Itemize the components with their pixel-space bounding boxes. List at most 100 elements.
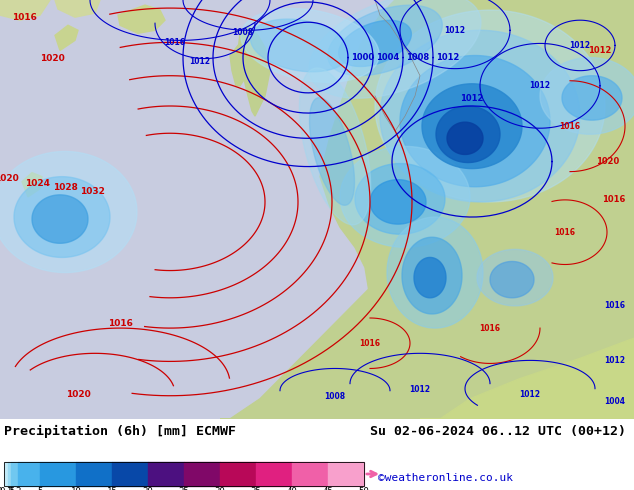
Bar	[112, 462, 148, 486]
Polygon shape	[387, 217, 483, 328]
Bar	[4, 462, 8, 486]
Bar	[76, 462, 112, 486]
Polygon shape	[320, 0, 634, 419]
Polygon shape	[220, 268, 460, 419]
Bar	[40, 462, 76, 486]
Bar	[8, 462, 11, 486]
Polygon shape	[0, 0, 50, 20]
Polygon shape	[118, 5, 165, 33]
Bar	[11, 462, 18, 486]
Text: 1016: 1016	[604, 0, 625, 2]
Text: 15: 15	[107, 487, 117, 490]
Polygon shape	[55, 25, 78, 50]
Text: Precipitation (6h) [mm] ECMWF: Precipitation (6h) [mm] ECMWF	[4, 425, 236, 438]
Polygon shape	[22, 172, 42, 197]
Polygon shape	[230, 46, 252, 86]
Text: 1016: 1016	[12, 13, 37, 22]
Polygon shape	[370, 180, 426, 224]
Polygon shape	[490, 262, 534, 298]
Text: 1020: 1020	[0, 174, 18, 183]
Text: 1012: 1012	[519, 390, 541, 399]
Text: 0.1: 0.1	[0, 487, 13, 490]
Text: 1004: 1004	[604, 397, 625, 406]
Text: 1000: 1000	[351, 53, 374, 62]
Bar	[292, 462, 328, 486]
Polygon shape	[422, 84, 522, 169]
Polygon shape	[238, 25, 270, 116]
Text: 50: 50	[359, 487, 370, 490]
Polygon shape	[0, 151, 137, 272]
Text: 1: 1	[8, 487, 14, 490]
Text: 1020: 1020	[40, 53, 65, 63]
Text: 1016: 1016	[533, 0, 557, 2]
Polygon shape	[14, 177, 110, 257]
Polygon shape	[328, 5, 443, 75]
Polygon shape	[375, 10, 605, 202]
Text: 1012: 1012	[460, 94, 484, 103]
Text: 1016: 1016	[559, 122, 581, 131]
Text: 1024: 1024	[25, 179, 49, 188]
Bar	[4, 462, 364, 486]
Bar	[220, 462, 256, 486]
Text: 1016: 1016	[108, 319, 133, 328]
Polygon shape	[340, 147, 470, 247]
Polygon shape	[309, 0, 481, 98]
Text: 1012: 1012	[588, 46, 612, 55]
Polygon shape	[380, 30, 580, 202]
Polygon shape	[299, 68, 371, 225]
Text: 1008: 1008	[325, 392, 346, 401]
Text: 1020: 1020	[597, 157, 619, 166]
Bar	[256, 462, 292, 486]
Polygon shape	[414, 257, 446, 298]
Text: 5: 5	[37, 487, 42, 490]
Text: 1012: 1012	[569, 41, 590, 50]
Polygon shape	[400, 55, 550, 187]
Text: Su 02-06-2024 06..12 UTC (00+12): Su 02-06-2024 06..12 UTC (00+12)	[370, 425, 626, 438]
Text: ©weatheronline.co.uk: ©weatheronline.co.uk	[378, 473, 513, 483]
Polygon shape	[540, 57, 634, 134]
Text: 1032: 1032	[80, 187, 105, 196]
Text: 1016: 1016	[600, 0, 625, 2]
Text: 40: 40	[287, 487, 297, 490]
Text: 30: 30	[215, 487, 225, 490]
Text: 1008: 1008	[233, 28, 254, 37]
Text: 1016: 1016	[604, 301, 625, 310]
Text: 1012: 1012	[410, 385, 430, 393]
Text: 1028: 1028	[53, 183, 77, 192]
Bar	[184, 462, 220, 486]
Polygon shape	[562, 76, 622, 120]
Polygon shape	[32, 195, 88, 244]
Polygon shape	[447, 122, 483, 154]
Text: 1016: 1016	[387, 0, 413, 2]
Text: 20: 20	[143, 487, 153, 490]
Text: 1016: 1016	[602, 195, 625, 204]
Text: 1004: 1004	[376, 53, 399, 62]
Text: 45: 45	[323, 487, 333, 490]
Polygon shape	[477, 249, 553, 306]
Text: 1016: 1016	[555, 228, 576, 237]
Text: 10: 10	[70, 487, 81, 490]
Text: 25: 25	[179, 487, 190, 490]
Bar	[328, 462, 364, 486]
Text: 1016: 1016	[479, 323, 500, 333]
Text: 1016: 1016	[164, 38, 186, 48]
Text: 1012: 1012	[436, 53, 460, 62]
Polygon shape	[309, 98, 354, 205]
Polygon shape	[436, 106, 500, 163]
Text: 35: 35	[250, 487, 261, 490]
Polygon shape	[339, 21, 411, 67]
Text: 1012: 1012	[444, 26, 465, 35]
Text: 0.5: 0.5	[0, 487, 16, 490]
Text: 1012: 1012	[529, 81, 550, 90]
Polygon shape	[420, 338, 634, 419]
Text: 1016: 1016	[359, 339, 380, 348]
Text: 1020: 1020	[66, 390, 91, 399]
Polygon shape	[55, 0, 100, 17]
Text: 1012: 1012	[604, 356, 625, 366]
Polygon shape	[250, 19, 349, 72]
Polygon shape	[355, 164, 445, 234]
Bar	[18, 462, 40, 486]
Text: 1016: 1016	[597, 0, 620, 2]
Bar	[148, 462, 184, 486]
Text: 1012: 1012	[190, 57, 210, 66]
